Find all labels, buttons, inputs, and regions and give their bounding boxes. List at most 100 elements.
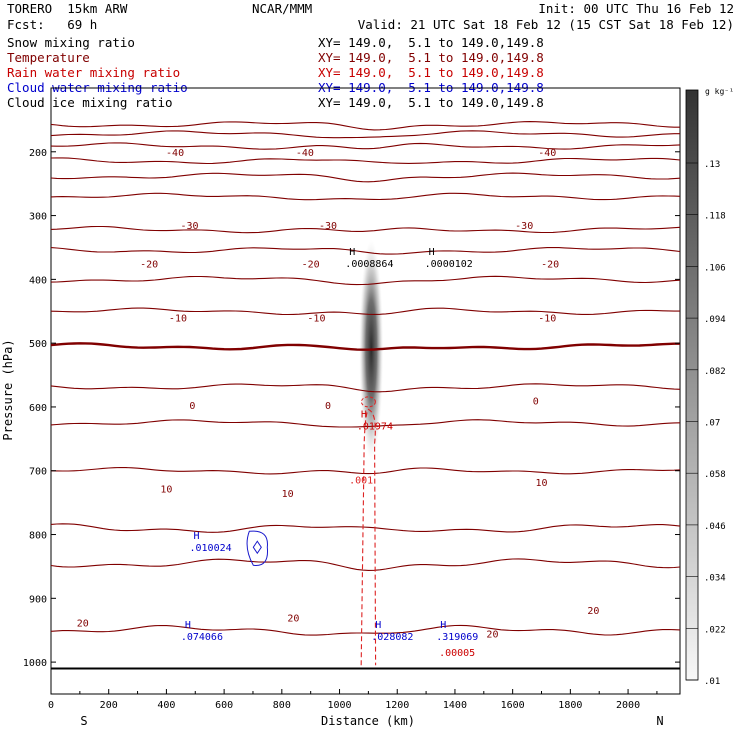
valid-time: Valid: 21 UTC Sat 18 Feb 12 (15 CST Sat … bbox=[357, 17, 734, 32]
extremum-value: .0008864 bbox=[345, 259, 393, 270]
temperature-contour-label: -10 bbox=[307, 314, 325, 325]
field-name-rain: Rain water mixing ratio bbox=[7, 65, 181, 80]
extremum-mark: H bbox=[440, 620, 446, 631]
extremum-value: .00005 bbox=[439, 648, 475, 659]
y-axis-tick-label: 700 bbox=[29, 467, 47, 478]
y-axis-tick-label: 900 bbox=[29, 594, 47, 605]
x-axis-label: Distance (km) bbox=[321, 714, 415, 728]
init-time: Init: 00 UTC Thu 16 Feb 12 bbox=[538, 1, 734, 16]
model-title: TORERO 15km ARW bbox=[7, 1, 128, 16]
extremum-label: H.074066 bbox=[181, 620, 223, 643]
temperature-contour bbox=[50, 624, 681, 636]
temperature-contour-label: -30 bbox=[180, 221, 198, 232]
temperature-contour bbox=[50, 225, 681, 234]
temperature-contour bbox=[50, 523, 681, 533]
temperature-contour-label: 10 bbox=[160, 485, 172, 496]
extremum-label: H.01974 bbox=[357, 410, 393, 433]
x-axis-tick-label: 1600 bbox=[501, 700, 525, 711]
colorbar-unit: g kg⁻¹ bbox=[705, 87, 734, 96]
extremum-label: H.028082 bbox=[371, 620, 413, 643]
colorbar-tick-label: .01 bbox=[704, 677, 720, 687]
y-axis-tick-label: 600 bbox=[29, 403, 47, 414]
temperature-contours bbox=[50, 121, 681, 636]
field-xy-snow: XY= 149.0, 5.1 to 149.0,149.8 bbox=[318, 35, 544, 50]
temperature-contour-label: 20 bbox=[486, 629, 498, 640]
x-axis-tick-label: 0 bbox=[48, 700, 54, 711]
temperature-contour bbox=[50, 558, 681, 571]
colorbar-gradient bbox=[685, 89, 699, 681]
y-axis-tick-label: 400 bbox=[29, 275, 47, 286]
extremum-label: H.010024 bbox=[189, 531, 231, 554]
temperature-contour-label: -20 bbox=[302, 259, 320, 270]
x-axis-right-end-label: N bbox=[656, 714, 663, 728]
temperature-contour bbox=[50, 130, 680, 139]
temperature-contour-label: 0 bbox=[189, 401, 195, 412]
extremum-value: .028082 bbox=[371, 632, 413, 643]
temperature-contour bbox=[50, 466, 681, 475]
contour-labels: -40 -40 -40 -30 -30 -30 -20 -20 -20 -10 -10 -10 0 0 0 1… bbox=[77, 148, 600, 641]
temperature-contour-label: -40 bbox=[538, 148, 556, 159]
y-axis-tick-label: 800 bbox=[29, 531, 47, 542]
x-axis-tick-label: 800 bbox=[273, 700, 291, 711]
extremum-mark: H bbox=[361, 410, 367, 421]
rain-mixing-ratio-contours bbox=[360, 396, 377, 666]
x-axis-left-end-label: S bbox=[80, 714, 87, 728]
colorbar-tick-label: .022 bbox=[704, 625, 726, 635]
cloud-water-contour-inner bbox=[252, 540, 262, 555]
plot-frame bbox=[50, 87, 681, 695]
temperature-contour-label: 0 bbox=[325, 401, 331, 412]
colorbar-tick-label: .094 bbox=[704, 315, 726, 325]
temperature-contour-label: -30 bbox=[319, 221, 337, 232]
extremum-mark: H bbox=[375, 620, 381, 631]
temperature-contour bbox=[50, 307, 680, 316]
temperature-contour-label: -40 bbox=[296, 148, 314, 159]
temperature-contour bbox=[50, 121, 680, 131]
cloud-water-contours bbox=[246, 530, 269, 566]
field-xy-temperature: XY= 149.0, 5.1 to 149.0,149.8 bbox=[318, 50, 544, 65]
temperature-contour bbox=[50, 342, 680, 351]
y-axis-tick-label: 200 bbox=[29, 148, 47, 159]
temperature-contour bbox=[50, 419, 681, 428]
colorbar: .13 .118 .106 .094 .082 .07 .058 .046 .034 .022 .0… bbox=[685, 89, 726, 687]
x-axis-tick-label: 1000 bbox=[327, 700, 351, 711]
extremum-value: .01974 bbox=[357, 422, 393, 433]
extremum-label: .00005 bbox=[439, 648, 475, 659]
x-axis-tick-label: 1800 bbox=[558, 700, 582, 711]
temperature-contour-label: 10 bbox=[535, 478, 547, 489]
extremum-label: H.319069 bbox=[436, 620, 478, 643]
temperature-contour-label: -40 bbox=[166, 148, 184, 159]
rain-contour bbox=[360, 408, 377, 666]
axes: 0 200 400 600 800 1000 1200 1400 1600 1800 2000200… bbox=[23, 148, 680, 711]
colorbar-tick-label: .07 bbox=[704, 419, 720, 429]
field-name-cloud-ice: Cloud ice mixing ratio bbox=[7, 95, 173, 110]
extrema-labels: H.0008864H.0000102H.01974H.010024H.07406… bbox=[181, 247, 479, 659]
colorbar-tick-label: .034 bbox=[704, 574, 726, 584]
colorbar-tick-label: .082 bbox=[704, 367, 726, 377]
colorbar-tick-label: .046 bbox=[704, 522, 726, 532]
colorbar-tick-label: .13 bbox=[704, 160, 720, 170]
field-name-temperature: Temperature bbox=[7, 50, 90, 65]
extremum-label: H.0008864 bbox=[345, 247, 393, 270]
y-axis-label: Pressure (hPa) bbox=[1, 339, 15, 440]
x-axis-tick-label: 2000 bbox=[616, 700, 640, 711]
temperature-contour-label: 10 bbox=[282, 489, 294, 500]
temperature-contour-label: -30 bbox=[515, 221, 533, 232]
temperature-contour-label: -10 bbox=[538, 314, 556, 325]
colorbar-tick-label: .106 bbox=[704, 263, 726, 273]
extremum-value: .0000102 bbox=[425, 259, 473, 270]
temperature-contour-label: 20 bbox=[587, 606, 599, 617]
field-xy-rain: XY= 149.0, 5.1 to 149.0,149.8 bbox=[318, 65, 544, 80]
temperature-contour bbox=[50, 157, 681, 165]
extremum-value: .010024 bbox=[189, 543, 231, 554]
temperature-contour-label: -10 bbox=[169, 314, 187, 325]
temperature-contour-label: 20 bbox=[287, 613, 299, 624]
rain-contour-small bbox=[360, 396, 376, 408]
extremum-mark: H bbox=[429, 247, 435, 258]
temperature-contour-label: 20 bbox=[77, 619, 89, 630]
extremum-value: .074066 bbox=[181, 632, 223, 643]
colorbar-tick-label: .058 bbox=[704, 470, 726, 480]
extremum-mark: H bbox=[193, 531, 199, 542]
cloud-water-contour bbox=[246, 530, 269, 566]
extremum-mark: H bbox=[185, 620, 191, 631]
